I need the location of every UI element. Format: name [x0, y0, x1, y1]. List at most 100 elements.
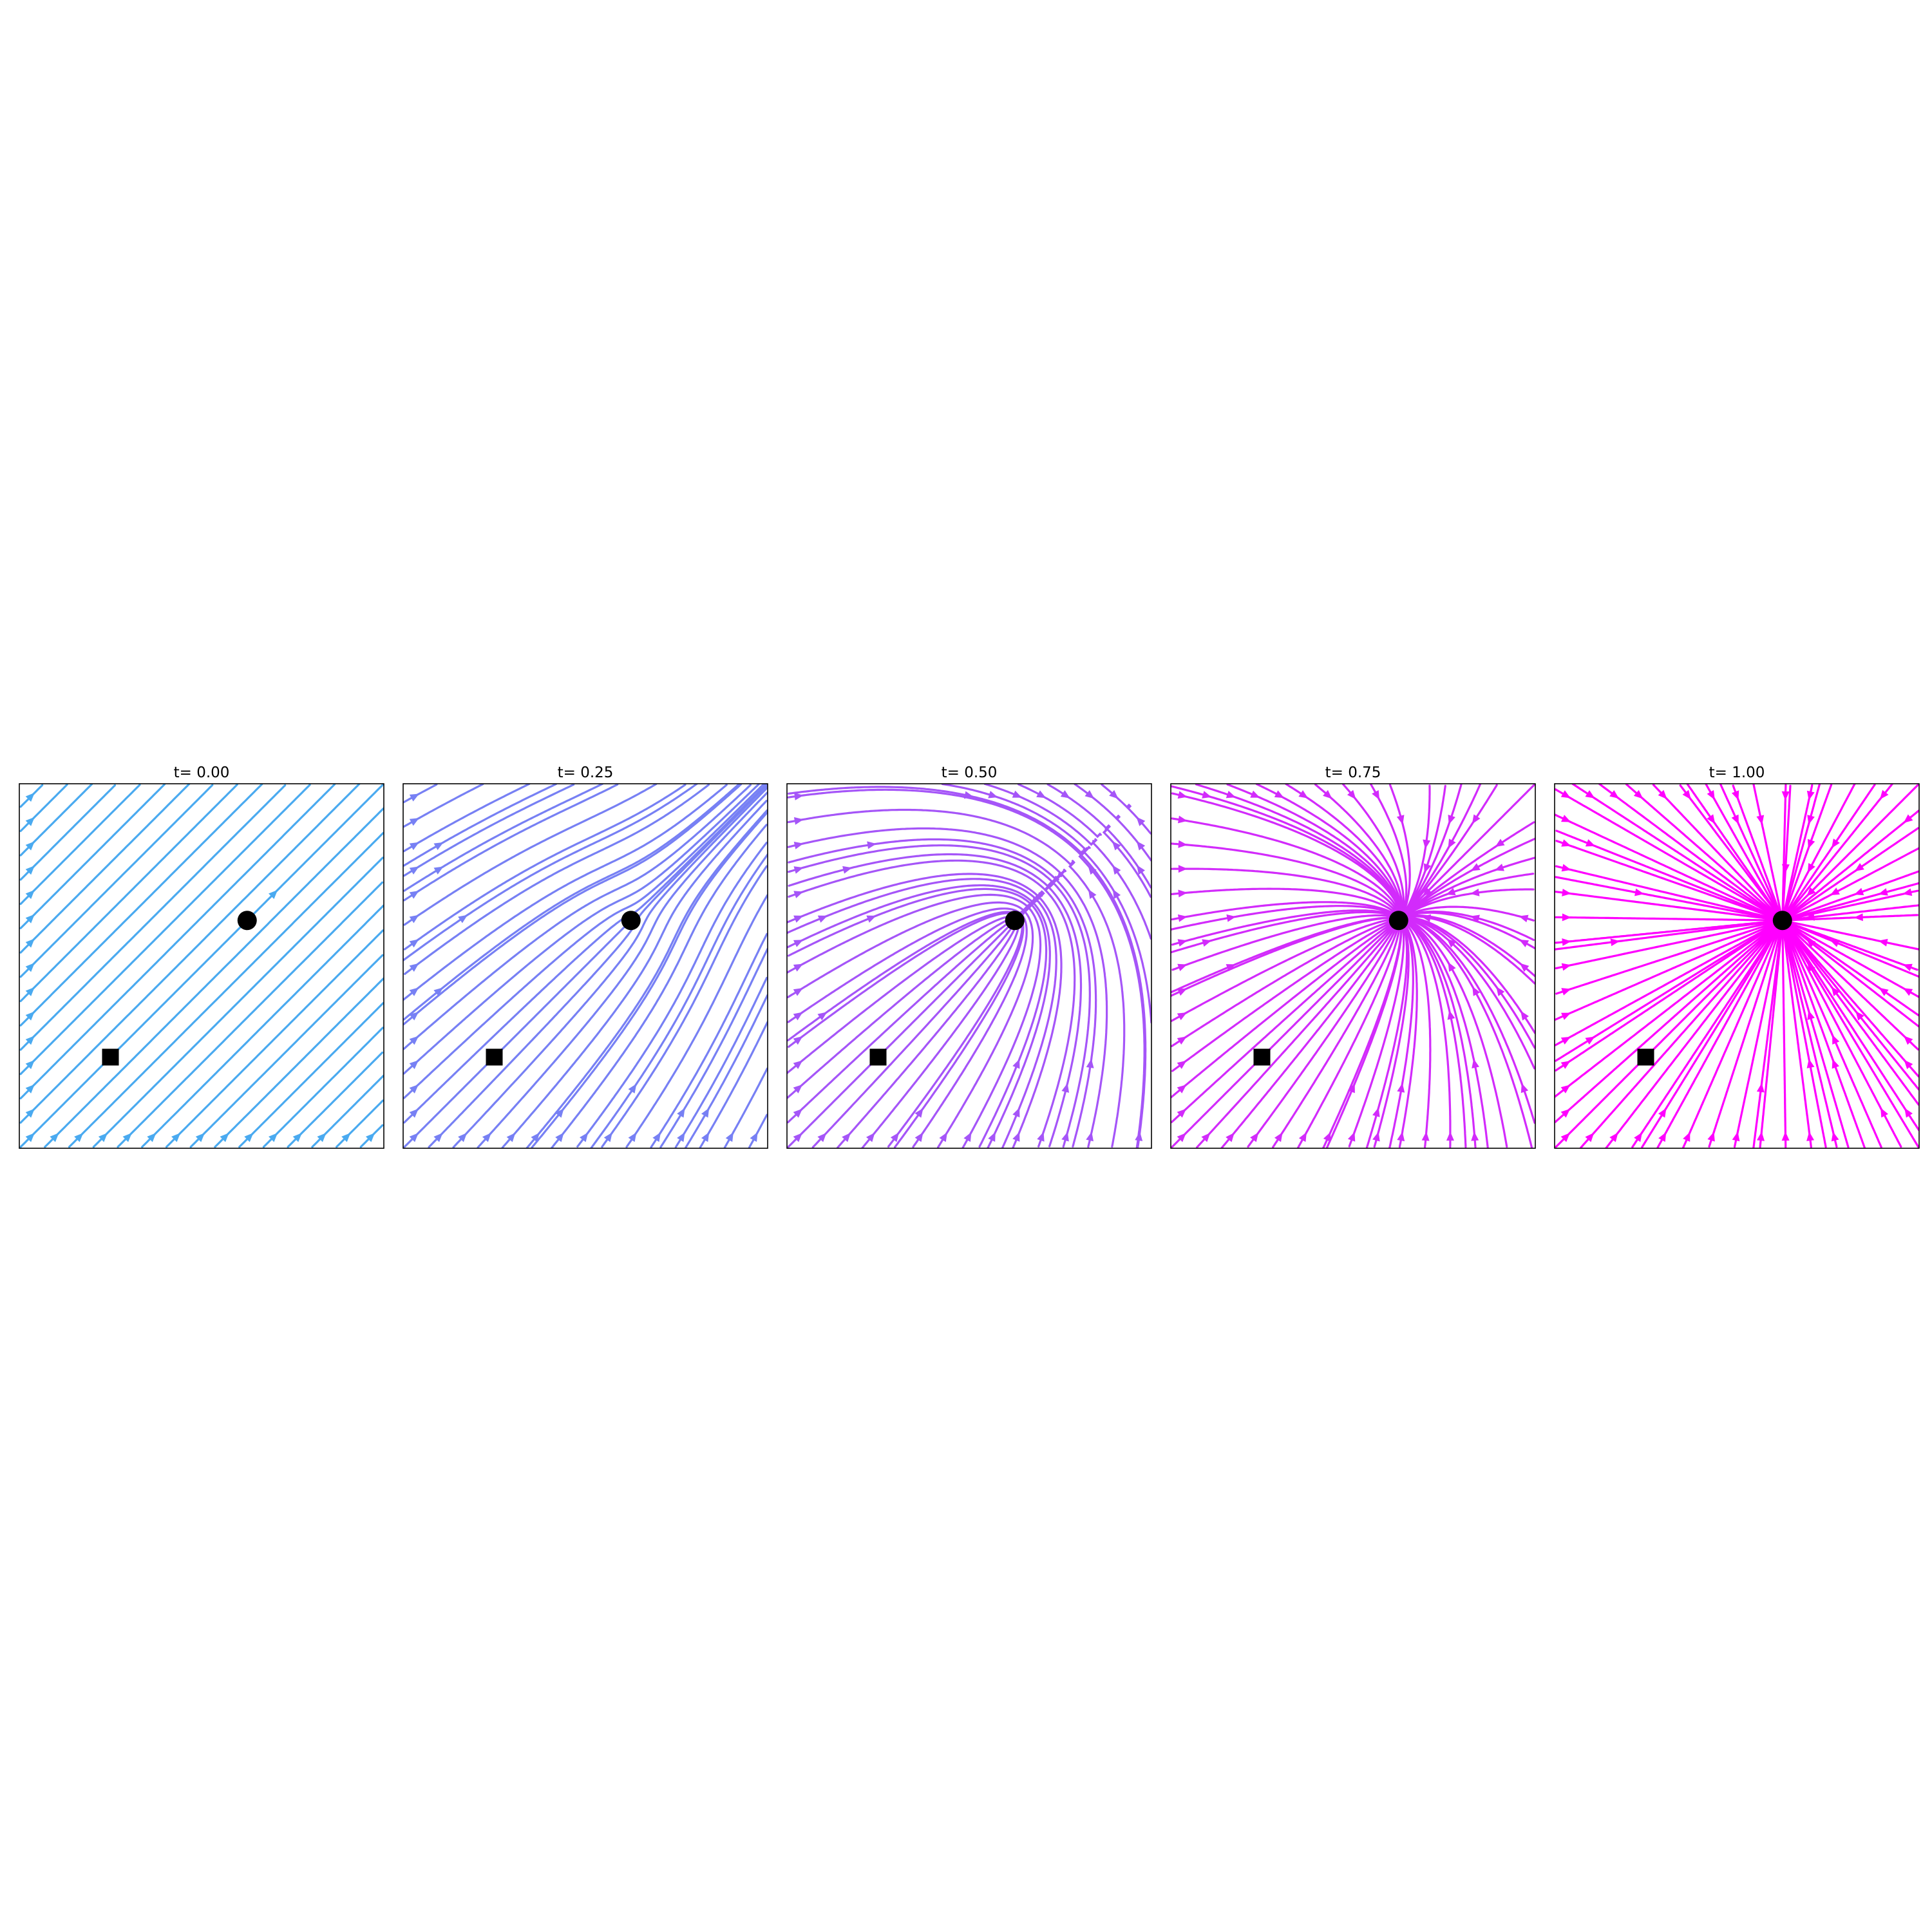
target-marker-circle — [1772, 911, 1792, 931]
streamline — [1759, 923, 1783, 1148]
stream-arrow — [1831, 838, 1840, 849]
stream-arrow — [1903, 814, 1913, 823]
stream-arrow — [1177, 815, 1188, 824]
stream-arrow — [1112, 841, 1121, 851]
streamline — [1126, 804, 1151, 835]
stream-arrow — [1854, 887, 1864, 896]
stream-arrow — [1756, 1083, 1765, 1093]
streamline — [403, 784, 760, 1075]
stream-arrow — [1137, 865, 1146, 875]
streamline — [1555, 891, 1781, 922]
start-marker-square — [1253, 1048, 1271, 1066]
streamline — [1401, 919, 1452, 1148]
streamline — [1171, 918, 1397, 1022]
streamline — [1196, 922, 1397, 1148]
streamline — [1400, 821, 1535, 920]
stream-arrow — [1347, 790, 1356, 800]
streamline — [1285, 784, 1403, 919]
stream-arrow — [25, 841, 35, 851]
streamline — [1373, 920, 1410, 1148]
streamline — [625, 894, 768, 1148]
stream-arrow — [409, 1084, 419, 1094]
panel-title: t= 0.50 — [942, 764, 998, 781]
streamline — [1555, 840, 1781, 921]
streamline — [501, 800, 768, 1148]
stream-arrow — [409, 891, 419, 899]
stream-arrow — [25, 1084, 35, 1094]
stream-arrow — [1520, 1083, 1529, 1094]
stream-arrow — [409, 1108, 419, 1118]
stream-arrow — [25, 938, 35, 948]
stream-arrow — [817, 1133, 827, 1142]
target-marker-circle — [621, 911, 641, 931]
streamline — [1401, 911, 1535, 949]
streamline — [1652, 784, 1781, 919]
stream-arrow — [1781, 1132, 1790, 1141]
stream-arrow — [793, 842, 804, 849]
stream-arrow — [1634, 1132, 1642, 1142]
streamline — [1555, 922, 1781, 1148]
streamline — [1400, 918, 1535, 1124]
stream-arrow — [1880, 790, 1889, 800]
streamline — [1105, 824, 1151, 889]
stream-arrow — [1807, 1010, 1815, 1020]
streamline — [238, 1002, 384, 1148]
stream-arrow — [1807, 838, 1815, 849]
streamline — [1784, 923, 1919, 1148]
stream-arrow — [74, 1133, 84, 1142]
stream-arrow — [1904, 1036, 1913, 1045]
streamline — [1388, 920, 1414, 1148]
stream-arrow — [1658, 1108, 1667, 1118]
streamline — [19, 784, 117, 881]
start-marker-square — [486, 1048, 503, 1066]
stream-arrow — [1519, 939, 1530, 947]
stream-arrow — [1012, 1059, 1020, 1069]
streamline — [1785, 922, 1919, 998]
streamline — [685, 994, 768, 1148]
streamline — [787, 922, 1014, 1148]
stream-arrow — [1112, 865, 1121, 875]
stream-arrow — [433, 866, 444, 875]
stream-arrow — [1274, 790, 1284, 799]
stream-arrow — [1088, 889, 1097, 899]
stream-arrow — [269, 889, 278, 899]
stream-arrow — [1446, 1132, 1454, 1141]
streamline — [403, 784, 698, 961]
streamline — [403, 784, 741, 1021]
stream-arrow — [793, 1084, 803, 1094]
stream-arrow — [1609, 790, 1619, 799]
stream-arrow — [914, 1108, 923, 1118]
axes-frame — [402, 783, 768, 1149]
streamline — [403, 784, 438, 804]
stream-arrow — [25, 914, 35, 923]
stream-arrow — [1658, 1132, 1667, 1142]
stream-arrow — [1274, 1132, 1283, 1142]
streamline — [1171, 901, 1399, 921]
stream-arrow — [25, 1133, 35, 1142]
stream-arrow — [1060, 790, 1070, 799]
streamline — [1401, 918, 1489, 1148]
stream-arrow — [793, 866, 804, 874]
streamline — [1220, 923, 1398, 1148]
streamline — [1785, 922, 1919, 1017]
streamline — [1054, 873, 1097, 1148]
streamline — [1555, 920, 1780, 995]
streamline — [1782, 922, 1838, 1148]
streamline — [336, 1099, 384, 1148]
streamline — [1314, 784, 1403, 918]
streamlines — [403, 784, 768, 1148]
streamline — [1083, 847, 1151, 1024]
stream-arrow — [1250, 1132, 1259, 1142]
streamline — [1115, 815, 1151, 862]
streamline — [1401, 918, 1533, 1148]
streamline — [1782, 922, 1866, 1148]
streamline — [787, 918, 1012, 1099]
stream-arrow — [1855, 1011, 1864, 1021]
stream-arrow — [1585, 1132, 1595, 1142]
stream-arrow — [25, 1059, 35, 1070]
streamline — [214, 977, 384, 1148]
streamline — [1555, 920, 1781, 1021]
streamline — [403, 784, 658, 926]
stream-arrow — [1807, 863, 1815, 873]
